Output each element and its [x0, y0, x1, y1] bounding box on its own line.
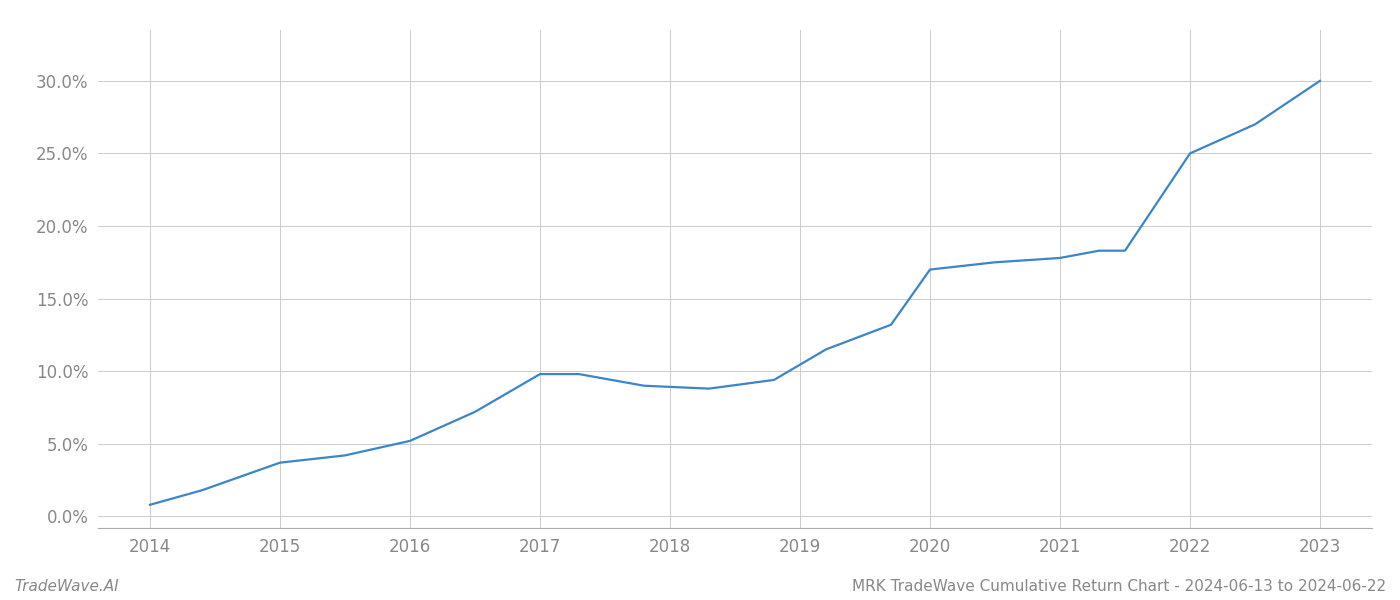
- Text: MRK TradeWave Cumulative Return Chart - 2024-06-13 to 2024-06-22: MRK TradeWave Cumulative Return Chart - …: [851, 579, 1386, 594]
- Text: TradeWave.AI: TradeWave.AI: [14, 579, 119, 594]
